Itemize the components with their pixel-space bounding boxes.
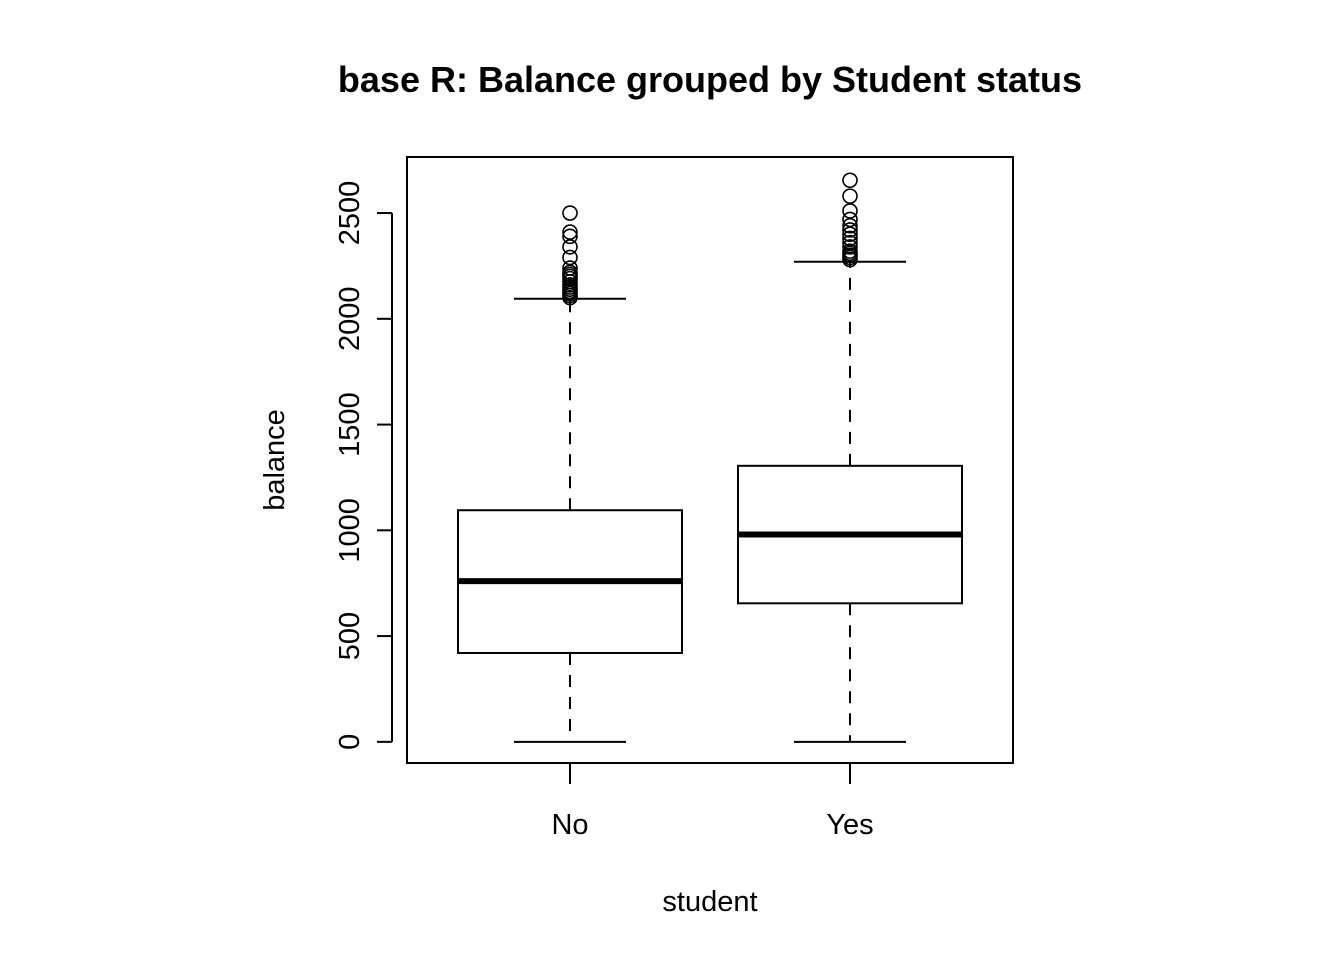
x-tick-label: Yes <box>826 809 873 841</box>
y-tick-label: 2000 <box>334 287 366 352</box>
box-no <box>457 205 683 743</box>
outlier-point <box>562 205 578 221</box>
outlier-point <box>842 243 858 259</box>
outlier-point <box>842 222 858 238</box>
y-axis-label: balance <box>259 409 291 511</box>
plot-frame <box>406 156 1014 764</box>
outlier-point <box>562 264 578 281</box>
outlier-point <box>842 188 858 204</box>
y-tick-label: 2500 <box>334 181 366 246</box>
outlier-point <box>562 224 578 240</box>
y-tick-label: 1500 <box>334 392 366 457</box>
outlier-point <box>562 228 578 245</box>
x-axis-label: student <box>662 886 757 918</box>
box-yes <box>737 172 963 743</box>
y-tick-label: 0 <box>334 734 366 750</box>
y-axis: 0 500 1000 1500 2000 2500 <box>334 181 393 750</box>
chart-title: base R: Balance grouped by Student statu… <box>338 59 1082 100</box>
outlier-point <box>842 230 858 247</box>
boxes <box>457 172 963 743</box>
outlier-point <box>562 260 578 276</box>
outlier-point <box>842 234 858 251</box>
y-tick-label: 1000 <box>334 498 366 563</box>
outlier-point <box>562 239 578 255</box>
y-tick-label: 500 <box>334 612 366 660</box>
outlier-point <box>842 226 858 243</box>
outlier-point <box>842 203 858 219</box>
outlier-point <box>842 211 858 228</box>
x-tick-label: No <box>551 809 588 841</box>
outlier-point <box>842 239 858 255</box>
outlier-point <box>562 249 578 266</box>
x-axis: No Yes <box>551 763 874 841</box>
outlier-point <box>842 172 858 189</box>
outlier-point <box>842 217 858 234</box>
